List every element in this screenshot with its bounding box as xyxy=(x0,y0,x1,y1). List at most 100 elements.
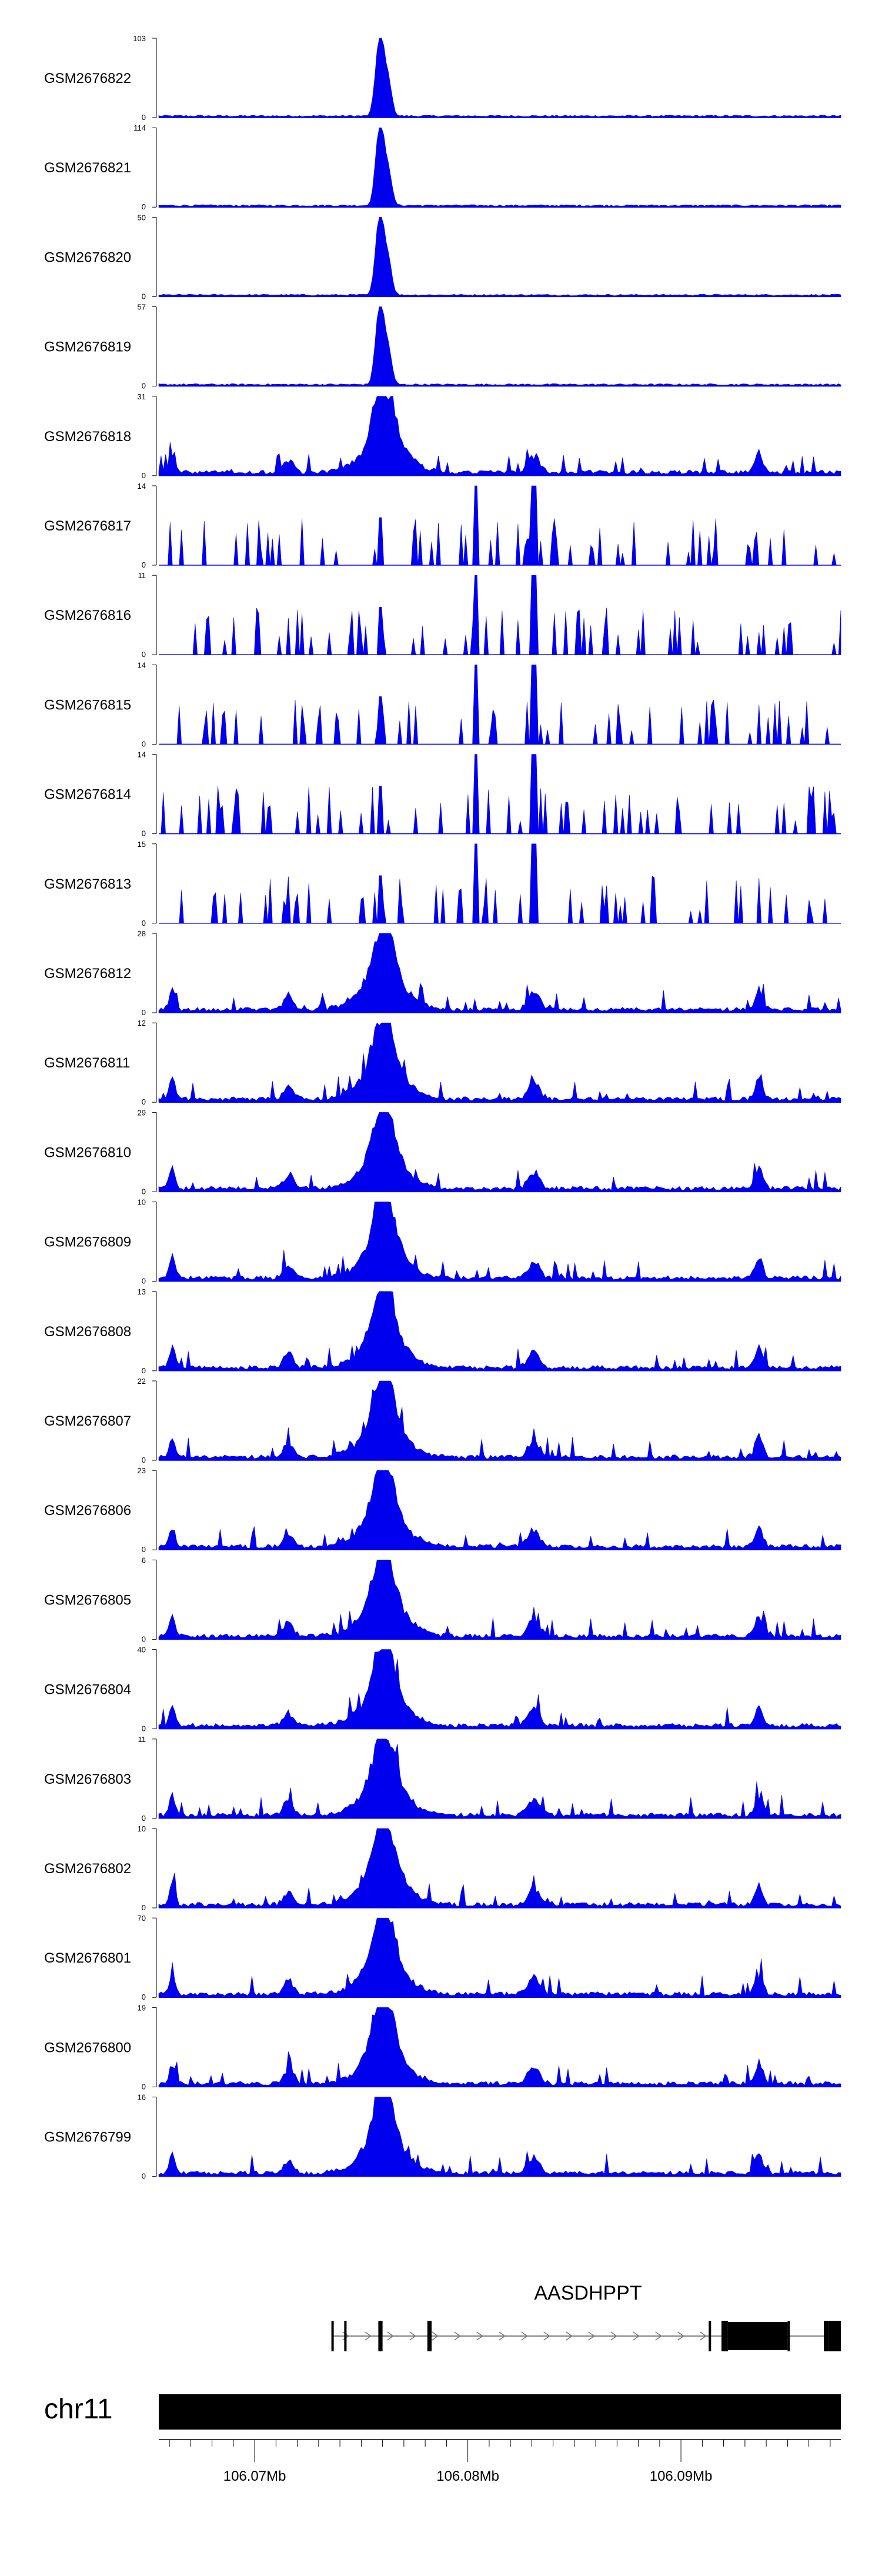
coverage-track: GSM2676802 10 0 xyxy=(44,1824,841,1912)
coverage-area xyxy=(158,396,841,476)
coverage-track: GSM2676803 11 0 xyxy=(44,1735,841,1823)
sample-label: GSM2676804 xyxy=(44,1682,131,1698)
track-ymax-label: 22 xyxy=(138,1377,146,1386)
track-ymin-label: 0 xyxy=(142,739,146,748)
track-ymin-label: 0 xyxy=(142,1456,146,1464)
sample-label: GSM2676808 xyxy=(44,1324,131,1340)
track-ymax-label: 57 xyxy=(138,303,146,312)
coverage-area xyxy=(158,1202,841,1282)
coverage-track: GSM2676814 14 0 xyxy=(44,750,841,838)
coverage-area xyxy=(158,1291,841,1372)
track-ymin-label: 0 xyxy=(142,292,146,301)
gene-exon xyxy=(824,2321,828,2351)
gene-exon xyxy=(331,2321,334,2351)
coverage-area xyxy=(159,575,841,655)
strand-arrow xyxy=(655,2331,662,2341)
sample-label: GSM2676809 xyxy=(44,1234,131,1250)
track-ymax-label: 31 xyxy=(138,392,146,401)
sample-label: GSM2676805 xyxy=(44,1592,131,1608)
coverage-track: GSM2676821 114 0 xyxy=(44,124,841,211)
coverage-area xyxy=(158,933,841,1013)
coverage-area xyxy=(159,665,841,745)
track-ymax-label: 14 xyxy=(138,660,146,669)
sample-label: GSM2676814 xyxy=(44,787,131,803)
track-ymax-label: 103 xyxy=(133,34,146,43)
strand-arrow xyxy=(476,2331,483,2341)
gene-exon xyxy=(709,2321,711,2351)
coverage-track: GSM2676813 15 0 xyxy=(44,840,841,927)
track-ymax-label: 50 xyxy=(138,213,146,222)
sample-label: GSM2676800 xyxy=(44,2040,131,2056)
sample-label: GSM2676818 xyxy=(44,429,131,445)
gene-exon xyxy=(828,2321,841,2351)
sample-label: GSM2676813 xyxy=(44,876,131,892)
sample-label: GSM2676810 xyxy=(44,1144,131,1160)
track-ymin-label: 0 xyxy=(142,1187,146,1196)
sample-label: GSM2676811 xyxy=(44,1055,130,1071)
coverage-track: GSM2676805 6 0 xyxy=(44,1556,841,1643)
sample-label: GSM2676820 xyxy=(44,249,131,265)
axis-tick-label: 106.07Mb xyxy=(223,2468,286,2484)
track-ymax-label: 14 xyxy=(138,750,146,759)
track-ymax-label: 11 xyxy=(138,1735,146,1744)
coverage-track: GSM2676816 11 0 xyxy=(44,571,841,659)
chromosome-bar xyxy=(159,2394,841,2430)
track-ymin-label: 0 xyxy=(142,919,146,927)
gene-exon xyxy=(787,2321,790,2351)
sample-label: GSM2676807 xyxy=(44,1413,131,1429)
coverage-track: GSM2676810 29 0 xyxy=(44,1108,841,1196)
axis-tick-label: 106.09Mb xyxy=(650,2468,713,2484)
sample-label: GSM2676806 xyxy=(44,1503,131,1519)
coverage-area xyxy=(159,485,841,566)
track-ymax-label: 19 xyxy=(138,2003,146,2012)
chromosome-ideogram: chr11 xyxy=(44,2394,841,2430)
coverage-area xyxy=(158,1380,841,1461)
coverage-tracks: GSM26768221030GSM26768211140GSM267682050… xyxy=(44,34,841,2181)
sample-label: GSM2676803 xyxy=(44,1771,131,1787)
strand-arrow xyxy=(521,2331,528,2341)
track-ymin-label: 0 xyxy=(142,1814,146,1823)
coverage-track: GSM2676807 22 0 xyxy=(44,1377,841,1464)
coverage-area xyxy=(158,127,841,208)
coverage-track: GSM2676818 31 0 xyxy=(44,392,841,480)
coverage-track: GSM2676820 50 0 xyxy=(44,213,841,301)
coverage-track: GSM2676809 10 0 xyxy=(44,1198,841,1286)
coverage-track: GSM2676812 28 0 xyxy=(44,929,841,1017)
track-ymin-label: 0 xyxy=(142,829,146,838)
strand-arrow xyxy=(543,2331,550,2341)
coverage-track: GSM2676808 13 0 xyxy=(44,1287,841,1375)
strand-arrow xyxy=(566,2331,573,2341)
sample-label: GSM2676819 xyxy=(44,339,131,355)
coverage-track: GSM2676799 16 0 xyxy=(44,2093,841,2181)
coverage-track: GSM2676815 14 0 xyxy=(44,660,841,748)
coverage-area xyxy=(158,1112,841,1192)
gene-exon xyxy=(727,2322,788,2350)
sample-label: GSM2676801 xyxy=(44,1950,131,1966)
sample-label: GSM2676799 xyxy=(44,2130,131,2145)
gene-model xyxy=(331,2321,841,2351)
coverage-track: GSM2676811 12 0 xyxy=(44,1019,841,1106)
strand-arrow xyxy=(409,2331,416,2341)
track-ymax-label: 15 xyxy=(138,840,146,849)
sample-label: GSM2676816 xyxy=(44,608,131,623)
coverage-area xyxy=(158,1828,841,1908)
coverage-area xyxy=(158,1917,841,1998)
track-ymax-label: 13 xyxy=(138,1287,146,1296)
strand-arrow xyxy=(700,2331,707,2341)
track-ymax-label: 29 xyxy=(138,1108,146,1117)
track-ymin-label: 0 xyxy=(142,2082,146,2091)
axis-tick-label: 106.08Mb xyxy=(436,2468,499,2484)
track-ymin-label: 0 xyxy=(142,1097,146,1106)
chromosome-label: chr11 xyxy=(44,2394,113,2425)
track-ymax-label: 14 xyxy=(138,482,146,490)
coverage-area xyxy=(158,306,841,386)
track-ymax-label: 40 xyxy=(138,1646,146,1654)
coverage-area xyxy=(158,1739,841,1819)
track-ymin-label: 0 xyxy=(142,1366,146,1375)
coverage-area xyxy=(158,217,841,297)
track-ymin-label: 0 xyxy=(142,1903,146,1912)
sample-label: GSM2676817 xyxy=(44,518,131,534)
coverage-track: GSM2676801 70 0 xyxy=(44,1914,841,2001)
track-ymin-label: 0 xyxy=(142,382,146,391)
gene-exon xyxy=(344,2321,347,2351)
